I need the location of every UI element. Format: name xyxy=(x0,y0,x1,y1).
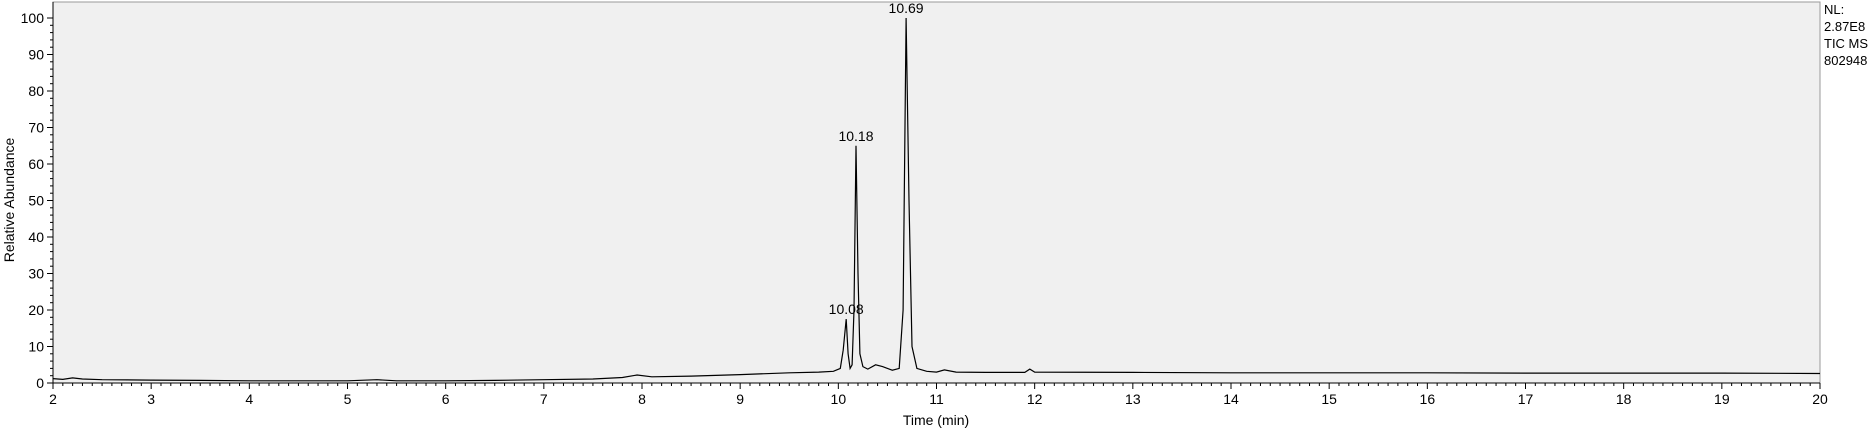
peak-labels: 10.08 10.18 10.69 xyxy=(829,0,924,317)
x-tick-label: 20 xyxy=(1812,391,1828,407)
x-tick-label: 16 xyxy=(1420,391,1436,407)
nl-info-line: 2.87E8 xyxy=(1824,19,1865,34)
y-tick-label: 10 xyxy=(28,339,44,355)
x-tick-label: 13 xyxy=(1125,391,1141,407)
y-tick-label: 0 xyxy=(36,375,44,391)
x-tick-label: 12 xyxy=(1027,391,1043,407)
x-tick-label: 5 xyxy=(344,391,352,407)
x-tick-label: 15 xyxy=(1321,391,1337,407)
x-tick-label: 3 xyxy=(147,391,155,407)
y-tick-label: 70 xyxy=(28,120,44,136)
nl-info-block: NL: 2.87E8 TIC MS 802948 xyxy=(1824,2,1868,68)
y-tick-label: 60 xyxy=(28,156,44,172)
y-tick-label: 40 xyxy=(28,229,44,245)
peak-label: 10.69 xyxy=(889,0,924,16)
x-tick-label: 17 xyxy=(1518,391,1534,407)
x-tick-label: 14 xyxy=(1223,391,1239,407)
peak-label: 10.18 xyxy=(838,128,873,144)
x-axis-title: Time (min) xyxy=(903,412,969,428)
x-tick-label: 4 xyxy=(245,391,253,407)
plot-area xyxy=(52,1,1821,384)
y-tick-label: 50 xyxy=(28,193,44,209)
x-tick-label: 8 xyxy=(638,391,646,407)
x-tick-label: 6 xyxy=(442,391,450,407)
y-tick-label: 20 xyxy=(28,302,44,318)
x-tick-label: 2 xyxy=(49,391,57,407)
x-tick-label: 10 xyxy=(831,391,847,407)
nl-info-line: NL: xyxy=(1824,2,1844,17)
y-tick-label: 80 xyxy=(28,83,44,99)
y-tick-label: 100 xyxy=(21,10,45,26)
peak-label: 10.08 xyxy=(829,301,864,317)
nl-info-line: 802948 xyxy=(1824,53,1867,68)
y-axis-title: Relative Abundance xyxy=(1,138,17,263)
y-tick-label: 90 xyxy=(28,47,44,63)
y-axis: 0 10 20 30 40 50 60 70 80 90 100 xyxy=(21,2,54,391)
x-axis: 2 3 4 5 6 7 8 9 10 11 12 13 14 15 16 17 18 19 20 xyxy=(49,382,1828,407)
x-tick-label: 19 xyxy=(1714,391,1730,407)
tic-trace xyxy=(52,17,1821,382)
x-tick-label: 7 xyxy=(540,391,548,407)
x-tick-label: 18 xyxy=(1616,391,1632,407)
nl-info-line: TIC MS xyxy=(1824,36,1868,51)
x-tick-label: 11 xyxy=(929,391,944,407)
y-tick-label: 30 xyxy=(28,266,44,282)
x-tick-label: 9 xyxy=(736,391,744,407)
